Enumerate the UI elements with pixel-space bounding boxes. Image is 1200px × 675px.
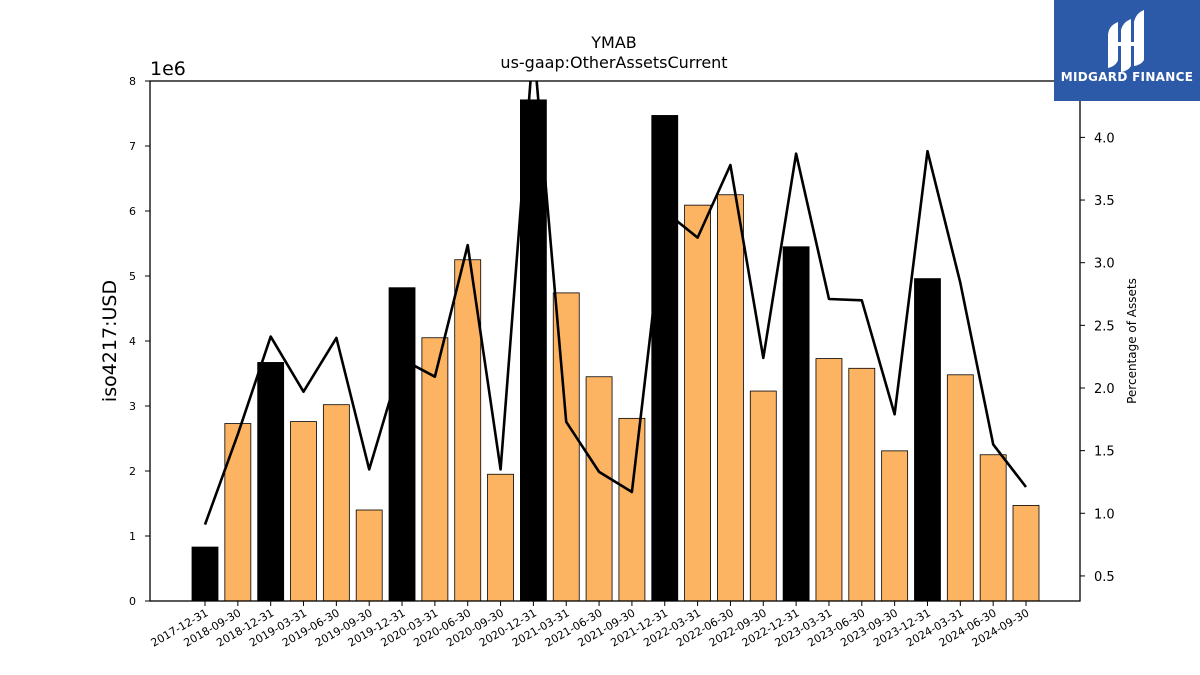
bar-2022-06-30 [717, 194, 744, 602]
bar-2021-12-31 [651, 115, 679, 602]
bar-2022-03-31 [684, 204, 711, 602]
bar-2018-09-30 [224, 423, 252, 602]
bar-2021-03-31 [552, 292, 580, 602]
logo: MIDGARD FINANCE [1054, 0, 1200, 101]
y2-tick-label: 1.0 [1094, 507, 1115, 522]
midgard-logo-icon [1108, 10, 1144, 72]
bar-2017-12-31 [191, 546, 219, 602]
y-tick-label: 2 [129, 465, 136, 478]
bars-group [191, 99, 1040, 602]
bar-2021-09-30 [618, 417, 646, 602]
y-tick-label: 5 [129, 270, 136, 283]
bar-2020-09-30 [487, 473, 514, 602]
bar-2022-12-31 [782, 246, 810, 602]
y2-tick-label: 3.5 [1094, 194, 1115, 209]
y-axis-ticks: 0 1 2 3 4 5 6 7 8 [129, 75, 150, 608]
bar-2019-06-30 [322, 404, 350, 602]
y-tick-label: 7 [129, 140, 136, 153]
y-tick-label: 8 [129, 75, 136, 88]
y-tick-label: 0 [129, 595, 136, 608]
bar-2023-09-30 [881, 450, 909, 602]
percentage-line [203, 81, 1028, 526]
bar-2024-03-31 [946, 374, 974, 602]
y2-axis-label: Percentage of Assets [1125, 278, 1139, 404]
line-group [203, 81, 1028, 526]
y-tick-label: 1 [129, 530, 136, 543]
y-axis-label: iso4217:USD [99, 280, 121, 402]
bar-2024-09-30 [1012, 505, 1040, 602]
bar-2021-06-30 [585, 376, 613, 602]
bar-2020-06-30 [454, 259, 482, 602]
bar-2023-06-30 [848, 367, 876, 602]
bar-2023-12-31 [914, 278, 941, 602]
bar-2020-03-31 [421, 337, 449, 602]
bar-2024-06-30 [979, 454, 1007, 602]
bar-2019-03-31 [290, 421, 317, 602]
chart-title: YMAB [590, 33, 637, 52]
y2-axis-ticks: 0.5 1.0 1.5 2.0 2.5 3.0 3.5 4.0 [1080, 131, 1115, 585]
bar-2019-12-31 [388, 287, 416, 602]
y2-tick-label: 0.5 [1094, 570, 1115, 585]
y2-tick-label: 4.0 [1094, 131, 1115, 146]
y-tick-label: 6 [129, 205, 136, 218]
bar-2022-09-30 [749, 390, 777, 602]
bar-2018-12-31 [257, 362, 285, 602]
y-tick-label: 3 [129, 400, 136, 413]
bar-2023-03-31 [815, 358, 843, 602]
y2-tick-label: 2.5 [1094, 319, 1115, 334]
y-tick-label: 4 [129, 335, 136, 348]
y2-tick-label: 1.5 [1094, 445, 1115, 460]
y2-tick-label: 3.0 [1094, 257, 1115, 272]
bar-2019-09-30 [355, 509, 383, 602]
logo-text: MIDGARD FINANCE [1061, 70, 1193, 84]
chart-subtitle: us-gaap:OtherAssetsCurrent [500, 53, 727, 72]
y-axis-scale-label: 1e6 [150, 58, 186, 80]
y2-tick-label: 2.0 [1094, 382, 1115, 397]
